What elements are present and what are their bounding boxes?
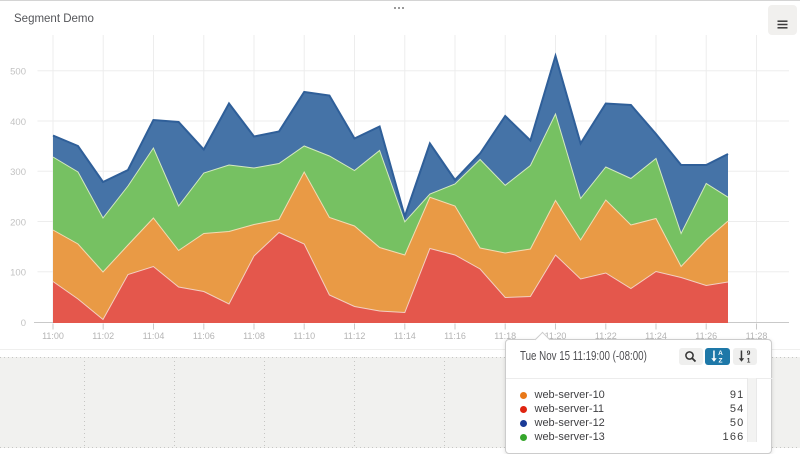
svg-text:11:02: 11:02	[92, 331, 114, 341]
svg-text:11:28: 11:28	[746, 331, 768, 341]
svg-text:Z: Z	[719, 357, 723, 364]
svg-text:300: 300	[10, 167, 26, 178]
svg-text:500: 500	[10, 67, 26, 78]
svg-text:11:20: 11:20	[545, 331, 567, 341]
svg-text:200: 200	[10, 217, 26, 228]
svg-text:11:00: 11:00	[42, 331, 64, 341]
svg-text:11:16: 11:16	[444, 331, 466, 341]
svg-text:A: A	[718, 350, 723, 357]
svg-text:11:24: 11:24	[645, 331, 667, 341]
svg-text:11:14: 11:14	[394, 331, 416, 341]
svg-text:1: 1	[746, 357, 750, 364]
svg-text:400: 400	[10, 117, 26, 128]
svg-text:11:12: 11:12	[344, 331, 366, 341]
svg-text:11:06: 11:06	[193, 331, 215, 341]
svg-text:0: 0	[21, 318, 26, 329]
svg-text:11:10: 11:10	[293, 331, 315, 341]
svg-text:11:04: 11:04	[143, 331, 165, 341]
svg-text:11:26: 11:26	[695, 331, 717, 341]
svg-text:11:18: 11:18	[494, 331, 516, 341]
svg-text:9: 9	[746, 350, 750, 357]
svg-text:11:22: 11:22	[595, 331, 617, 341]
svg-text:11:08: 11:08	[243, 331, 265, 341]
svg-text:100: 100	[10, 268, 26, 279]
